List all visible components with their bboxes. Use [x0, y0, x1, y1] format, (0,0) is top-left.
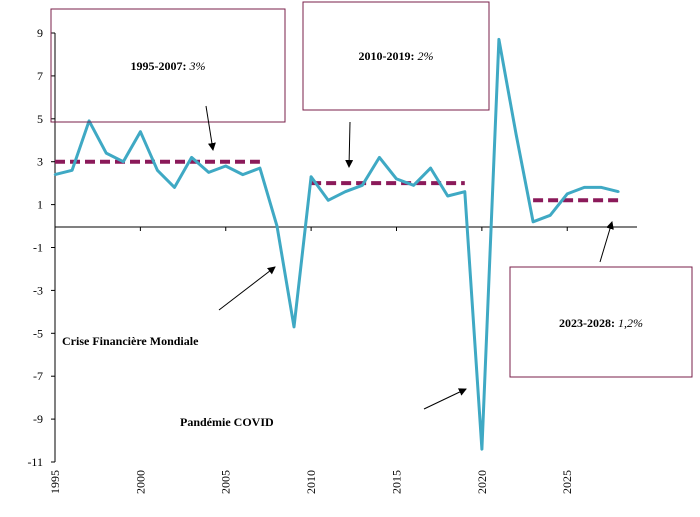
series-point: [122, 160, 125, 163]
series-point: [412, 184, 415, 187]
y-tick-label: 1: [37, 198, 43, 212]
series-line: [54, 37, 619, 451]
arrow-covid: [423, 388, 467, 410]
series-point: [617, 190, 620, 193]
series-point: [241, 173, 245, 176]
avg-box-1995-2007: [50, 8, 286, 123]
series-point: [292, 325, 296, 329]
y-tick-label: -1: [33, 241, 43, 255]
avg-box-2023-2028-text: 2023-2028: 1,2%: [559, 316, 643, 330]
series-point: [190, 156, 193, 159]
y-tick-label: 5: [37, 112, 43, 126]
series-point: [463, 190, 466, 193]
series-point: [105, 151, 108, 155]
series-point: [429, 166, 432, 170]
series-point: [224, 164, 227, 168]
series-point: [53, 173, 57, 176]
series-point: [70, 169, 74, 172]
y-tick-label: -3: [33, 283, 43, 297]
annotation-covid: Pandémie COVID: [180, 415, 274, 429]
series-point: [480, 447, 484, 451]
series-point: [548, 214, 552, 217]
series-point: [275, 224, 279, 228]
avg-box-2010-2019-text: 2010-2019: 2%: [359, 49, 434, 63]
series-point: [156, 169, 159, 172]
y-tick-label: 7: [37, 69, 43, 83]
series-point: [514, 132, 518, 136]
series-point: [531, 220, 535, 223]
series-point: [344, 190, 347, 193]
x-tick-label: 2000: [133, 470, 147, 494]
y-tick-label: -5: [33, 326, 43, 340]
series-point: [446, 194, 449, 198]
arrow-2023-2028: [599, 221, 614, 263]
series-point: [378, 156, 381, 159]
x-tick-label: 2025: [560, 470, 574, 494]
series-point: [207, 171, 210, 174]
annotation-crise: Crise Financière Mondiale: [62, 334, 199, 348]
x-tick-label: 2020: [475, 470, 489, 494]
series-point: [583, 186, 586, 189]
x-tick-label: 1995: [48, 470, 62, 494]
series-point: [361, 184, 364, 187]
series-point: [566, 192, 569, 196]
arrow-crise: [218, 266, 276, 311]
series-point: [258, 166, 262, 170]
series-point: [395, 177, 398, 181]
arrow-2010-2019: [345, 121, 354, 168]
series-point: [326, 199, 330, 202]
y-tick-label: 3: [37, 155, 43, 169]
series-point: [309, 175, 313, 178]
series-point: [497, 38, 501, 41]
series-point: [600, 186, 603, 189]
x-tick-label: 2010: [304, 470, 318, 494]
avg-box-2010-2019: [302, 1, 490, 111]
y-tick-label: -11: [27, 455, 43, 469]
y-tick-label: 9: [37, 26, 43, 40]
series-point: [173, 186, 176, 189]
x-tick-label: 2015: [389, 470, 403, 494]
arrow-1995-2007: [205, 105, 216, 151]
y-tick-label: -9: [33, 412, 43, 426]
avg-box-2023-2028: [509, 266, 693, 378]
y-tick-label: -7: [33, 369, 43, 383]
x-tick-label: 2005: [219, 470, 233, 494]
avg-box-1995-2007-text: 1995-2007: 3%: [131, 59, 206, 73]
series-point: [139, 130, 142, 133]
